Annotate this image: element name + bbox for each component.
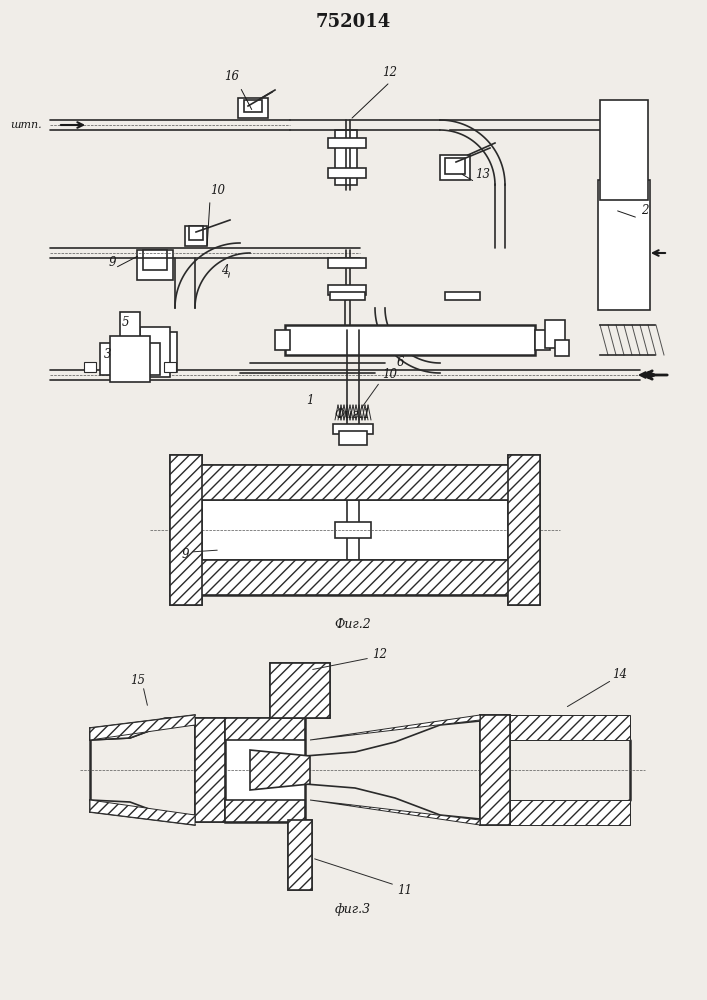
Polygon shape: [510, 800, 630, 825]
Bar: [225, 800, 305, 822]
Bar: [189, 226, 203, 240]
Bar: [200, 465, 510, 595]
Bar: [445, 158, 465, 174]
Polygon shape: [250, 750, 310, 790]
Bar: [270, 663, 330, 718]
Bar: [225, 718, 305, 740]
Text: 1: 1: [306, 393, 314, 406]
Bar: [545, 320, 565, 348]
Text: 2: 2: [641, 204, 649, 217]
Bar: [328, 168, 366, 178]
Bar: [120, 312, 140, 340]
Bar: [195, 718, 225, 822]
Bar: [328, 285, 366, 295]
Text: 12: 12: [382, 66, 397, 79]
Text: 12: 12: [373, 648, 387, 662]
Bar: [275, 330, 290, 350]
Bar: [328, 138, 366, 148]
Bar: [170, 455, 202, 605]
Bar: [244, 100, 262, 112]
Bar: [288, 820, 312, 890]
Bar: [339, 431, 367, 445]
Bar: [416, 562, 424, 570]
Text: 14: 14: [612, 668, 628, 682]
Bar: [555, 340, 569, 356]
Text: Фиг.2: Фиг.2: [334, 618, 371, 632]
Bar: [84, 362, 96, 372]
Bar: [164, 362, 176, 372]
Bar: [185, 226, 207, 246]
Bar: [480, 715, 510, 825]
Bar: [140, 327, 170, 377]
Polygon shape: [310, 715, 480, 740]
Text: 3: 3: [104, 349, 112, 361]
Text: 10: 10: [382, 368, 397, 381]
Bar: [445, 292, 480, 300]
Text: 5: 5: [121, 316, 129, 328]
Bar: [285, 325, 535, 355]
Text: 752014: 752014: [315, 13, 391, 31]
Bar: [476, 562, 484, 570]
Bar: [137, 250, 173, 280]
Bar: [216, 562, 224, 570]
Bar: [276, 562, 284, 570]
Polygon shape: [90, 718, 195, 740]
Polygon shape: [510, 715, 630, 740]
Bar: [288, 820, 312, 890]
Text: 11: 11: [397, 884, 412, 896]
Text: 9: 9: [108, 255, 116, 268]
Bar: [133, 332, 177, 372]
Text: 13: 13: [476, 168, 491, 182]
Bar: [440, 155, 470, 180]
Bar: [270, 663, 330, 718]
Bar: [200, 465, 510, 500]
Bar: [170, 455, 202, 605]
Text: 6: 6: [396, 357, 404, 369]
Bar: [200, 560, 510, 595]
Text: 10: 10: [211, 184, 226, 196]
Text: 15: 15: [131, 674, 146, 686]
Bar: [335, 130, 357, 185]
Bar: [508, 455, 540, 605]
Bar: [110, 336, 150, 382]
Bar: [335, 522, 371, 538]
Bar: [600, 100, 648, 200]
Bar: [508, 455, 540, 605]
Bar: [200, 500, 510, 560]
Bar: [238, 98, 268, 118]
Text: штп.: штп.: [11, 120, 42, 130]
Polygon shape: [90, 715, 195, 740]
Bar: [480, 715, 510, 825]
Text: 9: 9: [181, 548, 189, 562]
Bar: [333, 424, 373, 434]
Bar: [535, 330, 550, 350]
Text: фиг.3: фиг.3: [335, 904, 371, 916]
Bar: [598, 180, 650, 310]
Bar: [330, 292, 365, 300]
Polygon shape: [310, 800, 480, 825]
Polygon shape: [90, 800, 195, 825]
Bar: [100, 343, 160, 375]
Text: 16: 16: [225, 70, 240, 84]
Bar: [225, 718, 305, 822]
Text: Фиг.1: Фиг.1: [334, 408, 371, 422]
Bar: [143, 250, 167, 270]
Bar: [195, 718, 225, 822]
Text: 4: 4: [221, 263, 229, 276]
Bar: [328, 258, 366, 268]
